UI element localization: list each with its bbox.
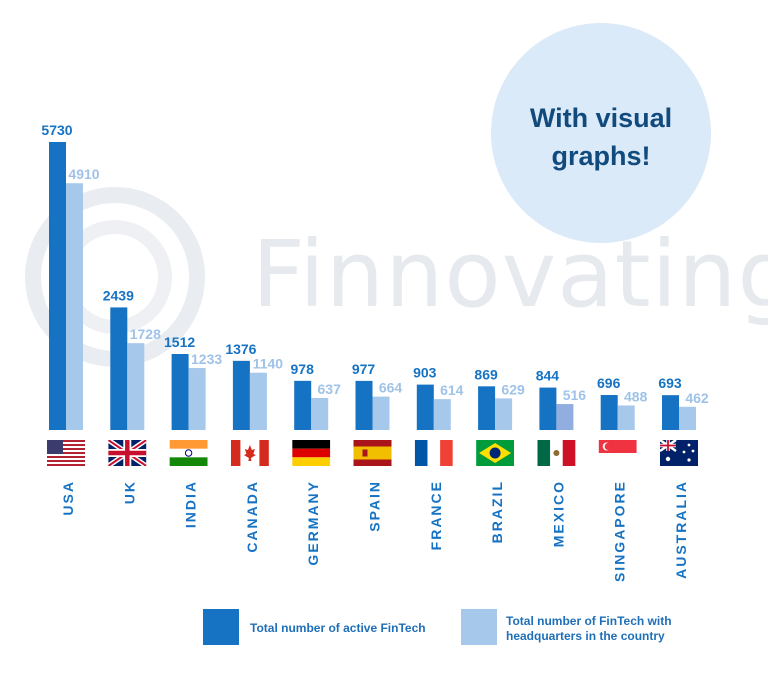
value-label-active-germany: 978 [291,361,315,377]
category-label-india: INDIA [183,480,199,528]
bubble-line-2: graphs! [551,141,650,171]
mexico-flag-icon [537,440,576,466]
value-label-hq-singapore: 488 [624,388,648,404]
value-label-hq-usa: 4910 [68,166,99,182]
value-label-active-australia: 693 [658,375,682,391]
value-label-hq-france: 614 [440,382,464,398]
category-label-singapore: SINGAPORE [612,480,628,582]
canada-flag-icon [230,440,269,466]
category-label-mexico: MEXICO [550,480,566,547]
value-label-active-canada: 1376 [225,341,256,357]
bar-active-usa [49,142,66,430]
bar-hq-brazil [495,398,513,430]
category-labels: USA UK INDIA CANADA GERMANY SPAIN FRANCE BRAZIL… [60,480,689,582]
value-label-hq-spain: 664 [379,380,403,396]
value-label-hq-brazil: 629 [501,381,525,397]
category-label-brazil: BRAZIL [489,480,505,543]
bar-active-brazil [478,386,496,430]
bar-hq-spain [372,396,390,430]
legend-swatch-active [203,609,239,645]
value-label-active-france: 903 [413,365,437,381]
brazil-flag-icon [476,440,515,466]
bar-hq-uk [127,343,145,430]
value-label-active-mexico: 844 [536,368,560,384]
bar-active-mexico [539,387,557,430]
flags [47,440,698,466]
india-flag-icon [169,440,208,466]
value-label-hq-mexico: 516 [563,387,587,403]
value-label-hq-uk: 1728 [130,326,161,342]
bar-active-india [171,354,189,430]
bar-hq-australia [679,406,696,430]
uk-flag-icon [108,440,147,466]
value-label-hq-australia: 462 [685,390,709,406]
bar-hq-india [188,368,206,430]
spain-flag-icon [353,440,392,466]
value-label-active-singapore: 696 [597,375,621,391]
legend-swatch-hq [461,609,497,645]
bar-hq-singapore [617,405,635,430]
bar-active-singapore [600,395,618,430]
category-label-uk: UK [121,480,137,504]
bar-hq-france [433,399,451,430]
category-label-germany: GERMANY [305,480,321,566]
bar-active-australia [662,395,679,430]
category-label-canada: CANADA [244,480,260,553]
australia-flag-icon [660,440,698,466]
legend-label-active: Total number of active FinTech [250,621,426,635]
value-label-active-india: 1512 [164,334,195,350]
bar-hq-germany [311,397,329,430]
category-label-australia: AUSTRALIA [673,480,689,579]
callout-bubble: With visual graphs! [491,23,711,243]
watermark-text: Finnovating [252,221,768,328]
france-flag-icon [414,440,453,466]
value-label-hq-germany: 637 [318,381,342,397]
bar-hq-mexico [556,404,574,430]
category-label-france: FRANCE [428,480,444,550]
value-label-active-brazil: 869 [474,366,498,382]
legend: Total number of active FinTech Total num… [203,609,672,645]
bar-hq-canada [249,372,267,430]
value-label-active-uk: 2439 [103,287,134,303]
value-label-active-spain: 977 [352,361,376,377]
us-flag-icon [47,440,85,466]
value-label-hq-india: 1233 [191,351,222,367]
value-label-hq-canada: 1140 [253,356,284,372]
bubble-line-1: With visual [530,103,672,133]
singapore-flag-icon [598,440,637,466]
germany-flag-icon [292,440,331,466]
category-label-usa: USA [60,480,76,516]
category-label-spain: SPAIN [367,480,383,532]
bar-active-france [416,384,434,430]
bar-active-uk [110,307,128,430]
bar-active-canada [232,360,250,430]
bar-hq-usa [66,183,83,430]
bar-active-germany [294,380,312,430]
legend-label-hq-line-1: Total number of FinTech with [506,614,672,628]
bar-active-spain [355,380,373,430]
value-label-active-usa: 5730 [41,122,72,138]
legend-label-hq-line-2: headquarters in the country [506,629,665,643]
bubble-circle [491,23,711,243]
